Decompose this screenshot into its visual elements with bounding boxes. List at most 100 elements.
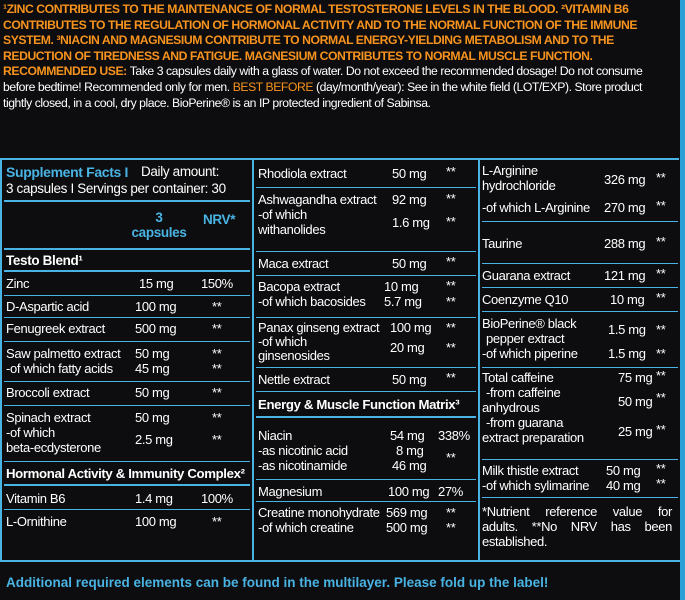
label-text: 100 mg — [388, 484, 430, 499]
testo-blend-header: Testo Blend¹ — [4, 250, 250, 272]
label-text: ** — [446, 164, 456, 179]
nutrient-row-saw-palmetto: Saw palmetto extract 50 mg ** -of which … — [4, 342, 250, 382]
label-text: 45 mg — [135, 361, 170, 376]
label-text: 20 mg — [390, 340, 425, 355]
label-text: pepper extract — [486, 331, 565, 346]
table-bottom-border — [0, 560, 680, 562]
facts-column-1: Supplement Facts I Daily amount: 3 capsu… — [4, 162, 250, 532]
label-text: -of which — [6, 425, 55, 440]
label-text: ** — [212, 410, 222, 425]
label-text: 2.5 mg — [135, 432, 173, 447]
nutrient-row-bioperine: BioPerine® black pepper extract 1.5 mg *… — [482, 312, 678, 368]
nutrient-row-spinach: Spinach extract 50 mg ** -of which beta-… — [4, 406, 250, 462]
label-text: -of which sylimarine — [482, 478, 590, 493]
label-text: 54 mg — [390, 428, 425, 443]
label-text: 1.5 mg — [608, 346, 646, 361]
label-text: hydrochloride — [482, 178, 556, 193]
label-text: -from caffeine — [486, 385, 561, 400]
column-divider — [252, 160, 254, 560]
label-text: 121 mg — [604, 268, 646, 283]
label-text: Vitamin B6 — [6, 491, 66, 506]
label-text: ** — [446, 450, 456, 465]
label-text: -of which — [258, 207, 307, 222]
label-text: 27% — [438, 484, 463, 499]
facts-column-2: Rhodiola extract 50 mg ** Ashwagandha ex… — [256, 160, 476, 540]
nutrient-row-ornithine: L-Ornithine 100 mg ** — [4, 510, 250, 532]
label-text: L-Arginine — [482, 163, 538, 178]
label-text: Broccoli extract — [6, 385, 90, 400]
label-text: 100 mg — [135, 514, 177, 529]
label-text: ginsenosides — [258, 348, 330, 363]
label-text: Total caffeine — [482, 370, 554, 385]
label-text: ** — [446, 278, 456, 293]
label-text: -as nicotinamide — [258, 458, 348, 473]
label-text: 50 mg — [618, 394, 653, 409]
label-text: ** — [656, 346, 666, 361]
label-text: -of which — [258, 334, 307, 349]
nutrient-row-l-arginine: L-Arginine hydrochloride 326 mg ** -of w… — [482, 160, 678, 222]
label-text: 100 mg — [135, 299, 177, 314]
label-text: -from guarana — [486, 415, 564, 430]
label-text: -as nicotinic acid — [258, 443, 348, 458]
label-text: ** — [212, 432, 222, 447]
label-text: 50 mg — [135, 410, 170, 425]
label-intro-text: ¹ZINC CONTRIBUTES TO THE MAINTENANCE OF … — [3, 2, 669, 111]
label-text: ** — [212, 514, 222, 529]
label-text: 10 mg — [384, 279, 419, 294]
label-text: -of which L-Arginine — [482, 200, 590, 215]
label-text: Taurine — [482, 236, 523, 251]
label-text: Milk thistle extract — [482, 463, 579, 478]
label-text: anhydrous — [482, 400, 540, 415]
label-text: 150% — [201, 276, 233, 291]
label-text: 500 mg — [386, 520, 428, 535]
nutrient-row-magnesium: Magnesium 100 mg 27% — [256, 480, 476, 502]
label-text: ** — [446, 505, 456, 520]
label-text: 1.6 mg — [392, 215, 430, 230]
label-text: Maca extract — [258, 256, 329, 271]
label-text: ** — [446, 254, 456, 269]
label-text: 15 mg — [139, 276, 174, 291]
label-text: 100% — [201, 491, 233, 506]
label-text: ** — [446, 340, 456, 355]
facts-title: Supplement Facts I — [6, 164, 129, 180]
label-text: Rhodiola extract — [258, 166, 347, 181]
label-text: 1.4 mg — [135, 491, 173, 506]
nutrient-row-caffeine: Total caffeine 75 mg ** -from caffeine a… — [482, 368, 678, 460]
column-divider — [478, 160, 480, 560]
nutrient-row-milk-thistle: Milk thistle extract 50 mg ** -of which … — [482, 460, 678, 498]
label-text: beta-ecdysterone — [6, 440, 101, 455]
label-text: 92 mg — [392, 192, 427, 207]
nutrient-row-coq10: Coenzyme Q10 10 mg ** — [482, 288, 678, 312]
label-text: 50 mg — [392, 372, 427, 387]
label-text: ** — [212, 346, 222, 361]
daily-amount-label: Daily amount: — [141, 164, 219, 179]
label-text: -of which fatty acids — [6, 361, 113, 376]
nutrient-row-d-aspartic: D-Aspartic acid 100 mg ** — [4, 296, 250, 318]
label-text: L-Ornithine — [6, 514, 67, 529]
label-text: Spinach extract — [6, 410, 91, 425]
best-before-text: (day/month/year): See in the white field… — [3, 79, 642, 110]
label-text: 569 mg — [386, 505, 428, 520]
label-text: Testo Blend¹ — [6, 253, 83, 268]
label-text: ** — [656, 198, 666, 213]
nutrient-row-fenugreek: Fenugreek extract 500 mg ** — [4, 318, 250, 342]
label-text: ** — [656, 476, 666, 491]
label-text: D-Aspartic acid — [6, 299, 89, 314]
column-headers: 3 capsules NRV* — [4, 200, 250, 250]
col-capsules-header: 3 capsules — [131, 210, 187, 240]
label-text: ** — [656, 266, 666, 281]
label-text: ** — [656, 461, 666, 476]
nutrient-row-nettle: Nettle extract 50 mg ** — [256, 368, 476, 392]
nutrient-row-bacopa: Bacopa extract 10 mg ** -of which bacosi… — [256, 276, 476, 318]
label-text: ** — [656, 234, 666, 249]
nutrient-row-taurine: Taurine 288 mg ** — [482, 222, 678, 264]
label-text: Zinc — [6, 276, 30, 291]
energy-muscle-header: Energy & Muscle Function Matrix³ — [256, 392, 476, 418]
nutrient-row-ashwagandha: Ashwagandha extract 92 mg ** -of which w… — [256, 188, 476, 252]
label-text: -of which bacosides — [258, 294, 366, 309]
label-text: 40 mg — [606, 478, 641, 493]
label-text: 326 mg — [604, 172, 646, 187]
label-text: withanolides — [258, 222, 326, 237]
nutrient-row-niacin: Niacin 54 mg 338% -as nicotinic acid 8 m… — [256, 418, 476, 480]
label-text: BioPerine® black — [482, 316, 577, 331]
